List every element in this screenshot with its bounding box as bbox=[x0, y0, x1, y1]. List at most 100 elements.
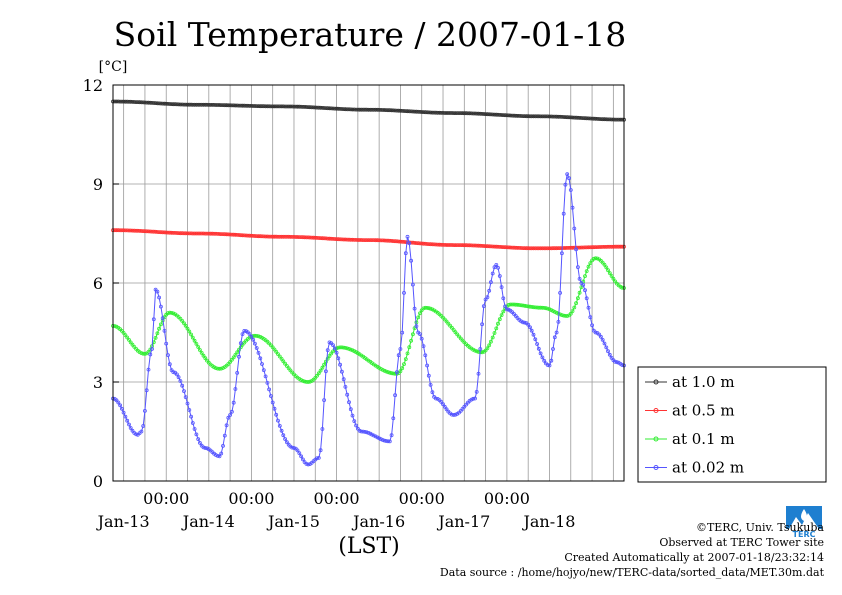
data-point bbox=[560, 313, 564, 318]
data-point bbox=[256, 334, 261, 339]
data-point bbox=[462, 111, 467, 116]
data-point bbox=[462, 243, 467, 248]
data-point bbox=[261, 104, 266, 109]
data-point bbox=[343, 107, 348, 112]
data-point bbox=[387, 370, 392, 375]
data-point bbox=[228, 103, 233, 108]
data-point bbox=[130, 342, 135, 347]
data-point bbox=[554, 330, 559, 335]
data-point bbox=[364, 107, 369, 112]
data-point bbox=[581, 116, 586, 120]
data-point bbox=[336, 356, 341, 361]
data-point bbox=[368, 107, 373, 112]
data-point bbox=[583, 288, 587, 293]
data-point bbox=[567, 176, 571, 181]
data-point bbox=[144, 100, 149, 105]
data-point bbox=[393, 393, 398, 398]
data-point bbox=[396, 239, 401, 244]
data-point bbox=[492, 331, 497, 335]
data-point bbox=[345, 237, 350, 242]
data-point bbox=[412, 306, 417, 311]
legend-swatch-marker bbox=[653, 436, 659, 442]
data-point bbox=[274, 234, 279, 239]
data-point bbox=[558, 114, 562, 119]
data-point bbox=[416, 241, 421, 246]
data-point bbox=[128, 99, 133, 104]
data-point bbox=[549, 358, 554, 363]
data-point bbox=[130, 228, 135, 233]
data-point bbox=[166, 102, 170, 106]
data-point bbox=[366, 238, 371, 243]
data-point bbox=[473, 111, 477, 116]
data-point bbox=[339, 107, 344, 111]
data-point bbox=[547, 363, 552, 368]
data-point bbox=[448, 243, 453, 247]
data-point bbox=[451, 243, 456, 248]
data-point bbox=[279, 234, 284, 239]
data-point bbox=[577, 276, 582, 281]
data-point bbox=[547, 246, 552, 251]
data-point bbox=[414, 241, 419, 246]
data-point bbox=[180, 231, 185, 236]
data-point bbox=[245, 103, 250, 108]
data-point bbox=[331, 106, 335, 111]
data-point bbox=[299, 235, 304, 240]
data-point bbox=[469, 111, 474, 116]
data-point bbox=[189, 332, 194, 337]
data-point bbox=[423, 305, 428, 310]
data-point bbox=[423, 110, 428, 115]
data-point bbox=[533, 337, 538, 342]
data-point bbox=[517, 245, 522, 250]
data-point bbox=[371, 238, 376, 243]
data-point bbox=[501, 296, 506, 301]
chart-title: Soil Temperature / 2007-01-18 bbox=[114, 15, 627, 54]
data-point bbox=[504, 307, 509, 312]
data-point bbox=[602, 262, 607, 267]
data-point bbox=[155, 230, 160, 234]
data-point bbox=[535, 114, 539, 119]
data-point bbox=[467, 111, 472, 116]
data-point bbox=[144, 229, 149, 234]
data-point bbox=[508, 113, 513, 118]
data-point bbox=[526, 304, 531, 309]
data-point bbox=[345, 346, 350, 351]
observed-text: Observed at TERC Tower site bbox=[659, 536, 824, 549]
data-point bbox=[568, 311, 573, 316]
data-point bbox=[442, 111, 447, 115]
data-point bbox=[327, 106, 332, 111]
data-point bbox=[219, 103, 224, 107]
series-at-1-0-m bbox=[111, 99, 626, 122]
data-point bbox=[276, 234, 280, 239]
data-point bbox=[387, 439, 392, 444]
data-point bbox=[378, 108, 383, 112]
data-point bbox=[572, 115, 577, 120]
data-point bbox=[316, 455, 321, 460]
data-point bbox=[581, 245, 586, 250]
data-point bbox=[414, 324, 419, 329]
data-point bbox=[261, 234, 266, 239]
data-point bbox=[125, 418, 130, 423]
data-point bbox=[563, 115, 568, 119]
data-point bbox=[428, 242, 433, 247]
data-point bbox=[190, 231, 195, 236]
data-point bbox=[593, 256, 598, 261]
x-axis-label: (LST) bbox=[338, 534, 400, 559]
data-point bbox=[329, 106, 334, 111]
data-point bbox=[439, 399, 444, 404]
data-point bbox=[451, 413, 456, 417]
data-point bbox=[588, 116, 593, 121]
data-point bbox=[213, 366, 218, 371]
data-point bbox=[458, 243, 463, 248]
data-point bbox=[208, 231, 213, 236]
data-point bbox=[272, 406, 277, 411]
data-point bbox=[432, 110, 437, 115]
data-point bbox=[563, 246, 568, 250]
data-point bbox=[607, 352, 612, 357]
data-point bbox=[295, 235, 300, 239]
data-point bbox=[483, 348, 488, 353]
data-point bbox=[272, 104, 277, 109]
data-point bbox=[556, 246, 561, 251]
data-point bbox=[497, 317, 502, 322]
data-point bbox=[201, 353, 206, 358]
data-point bbox=[471, 396, 476, 401]
